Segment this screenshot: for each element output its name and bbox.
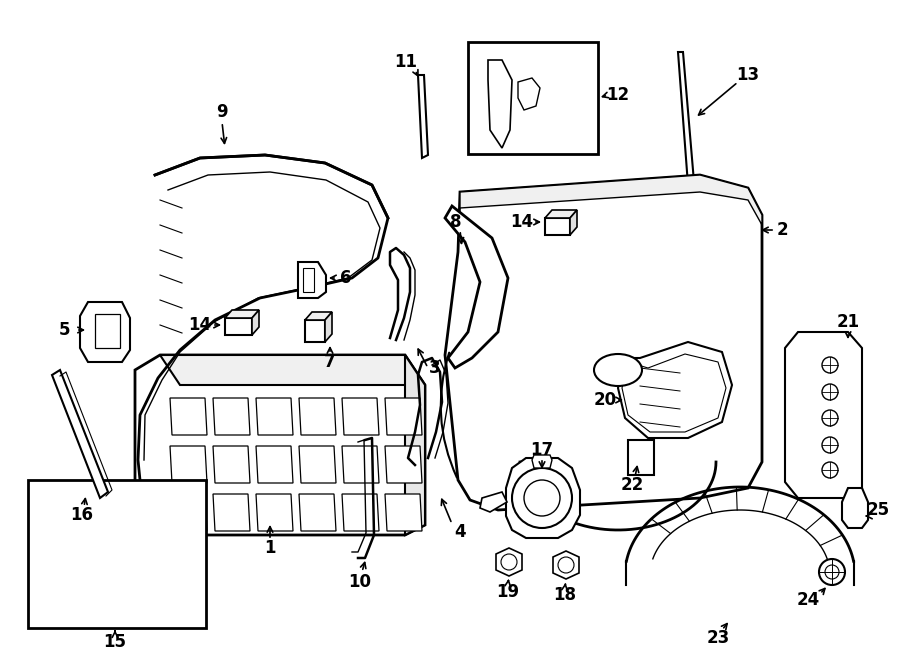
Polygon shape — [252, 310, 259, 335]
Bar — [28, 480, 206, 628]
Text: 17: 17 — [530, 441, 554, 459]
Text: 5: 5 — [59, 321, 71, 339]
Text: 14: 14 — [510, 213, 534, 231]
Text: 21: 21 — [836, 313, 860, 331]
Circle shape — [822, 437, 838, 453]
Text: 4: 4 — [454, 523, 466, 541]
Polygon shape — [170, 398, 207, 435]
Text: 12: 12 — [607, 86, 630, 104]
Polygon shape — [385, 446, 422, 483]
Polygon shape — [842, 488, 868, 528]
Polygon shape — [532, 455, 552, 468]
Circle shape — [822, 462, 838, 478]
Polygon shape — [678, 52, 694, 185]
Polygon shape — [460, 175, 762, 225]
Polygon shape — [213, 446, 250, 483]
Polygon shape — [299, 398, 336, 435]
Polygon shape — [385, 398, 422, 435]
Polygon shape — [480, 492, 507, 512]
Polygon shape — [135, 355, 425, 535]
Polygon shape — [256, 446, 293, 483]
Polygon shape — [325, 312, 332, 342]
Text: 23: 23 — [706, 629, 730, 647]
Text: 22: 22 — [620, 476, 643, 494]
Text: 10: 10 — [348, 573, 372, 591]
Text: 16: 16 — [70, 506, 94, 524]
Polygon shape — [553, 551, 579, 579]
Circle shape — [822, 357, 838, 373]
Polygon shape — [80, 302, 130, 362]
Polygon shape — [785, 332, 862, 498]
Polygon shape — [170, 446, 207, 483]
Polygon shape — [545, 210, 577, 218]
Polygon shape — [618, 342, 732, 438]
Polygon shape — [342, 494, 379, 531]
Text: 13: 13 — [736, 66, 760, 84]
Polygon shape — [445, 206, 508, 368]
Polygon shape — [305, 320, 325, 342]
Bar — [628, 440, 654, 475]
Circle shape — [819, 559, 845, 585]
Text: 9: 9 — [216, 103, 228, 121]
Bar — [468, 42, 598, 154]
Polygon shape — [213, 494, 250, 531]
Text: 18: 18 — [554, 586, 577, 604]
Polygon shape — [488, 60, 512, 148]
Polygon shape — [405, 355, 425, 535]
Polygon shape — [506, 458, 580, 538]
Text: 20: 20 — [593, 391, 616, 409]
Polygon shape — [299, 494, 336, 531]
Polygon shape — [225, 318, 252, 335]
Text: 11: 11 — [394, 53, 418, 71]
Text: 15: 15 — [104, 633, 127, 651]
Polygon shape — [225, 310, 259, 318]
Polygon shape — [496, 548, 522, 576]
Polygon shape — [545, 218, 570, 235]
Polygon shape — [570, 210, 577, 235]
Polygon shape — [213, 398, 250, 435]
Text: 19: 19 — [497, 583, 519, 601]
Polygon shape — [52, 370, 108, 498]
Text: 14: 14 — [188, 316, 212, 334]
Polygon shape — [518, 78, 540, 110]
Text: 3: 3 — [429, 359, 441, 377]
Text: 24: 24 — [796, 591, 820, 609]
Polygon shape — [298, 262, 326, 298]
Polygon shape — [385, 494, 422, 531]
Text: 7: 7 — [324, 353, 336, 371]
Text: 1: 1 — [265, 539, 275, 557]
Polygon shape — [299, 446, 336, 483]
Polygon shape — [305, 312, 332, 320]
Text: 6: 6 — [340, 269, 352, 287]
Circle shape — [822, 410, 838, 426]
Circle shape — [822, 384, 838, 400]
Polygon shape — [445, 175, 762, 510]
Ellipse shape — [594, 354, 642, 386]
Polygon shape — [342, 398, 379, 435]
Polygon shape — [170, 494, 207, 531]
Polygon shape — [256, 398, 293, 435]
Polygon shape — [342, 446, 379, 483]
Polygon shape — [160, 355, 425, 385]
Polygon shape — [256, 494, 293, 531]
Polygon shape — [418, 75, 428, 158]
Text: 25: 25 — [867, 501, 889, 519]
Text: 2: 2 — [776, 221, 788, 239]
Text: 8: 8 — [450, 213, 462, 231]
